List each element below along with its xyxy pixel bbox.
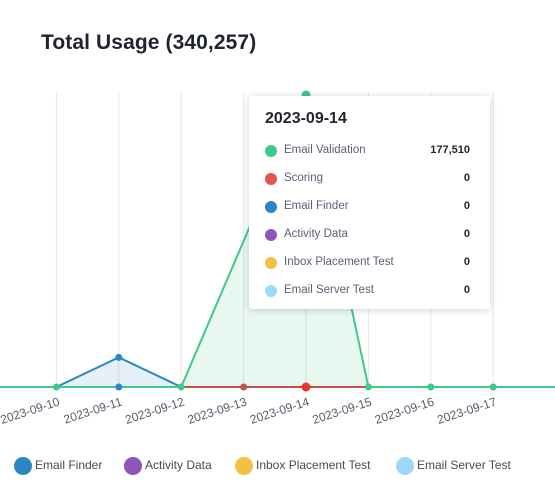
- legend-label: Email Server Test: [417, 458, 511, 472]
- legend-color-dot: [396, 457, 414, 475]
- legend-label: Inbox Placement Test: [256, 458, 371, 472]
- tooltip: 2023-09-14 Email Validation 177,510 Scorin…: [249, 96, 490, 309]
- tooltip-row-value: 0: [463, 172, 470, 184]
- series-color-dot: [265, 173, 277, 185]
- x-tick-label: 2023-09-14: [248, 394, 311, 426]
- legend-color-dot: [14, 457, 32, 475]
- tooltip-row-value: 0: [463, 228, 470, 240]
- series-areas: [0, 95, 494, 387]
- data-point: [489, 383, 497, 391]
- email-validation-area: [0, 95, 494, 387]
- series-color-dot: [265, 257, 277, 269]
- tooltip-row: Activity Data 0: [265, 227, 474, 243]
- email-finder-point: [115, 353, 123, 361]
- tooltip-row-label: Email Finder: [284, 200, 349, 212]
- tooltip-row: Scoring 0: [265, 171, 474, 187]
- tooltip-row: Email Server Test 0: [265, 283, 474, 299]
- data-point: [52, 383, 60, 391]
- tooltip-row-label: Activity Data: [284, 228, 348, 240]
- tooltip-row-value: 0: [463, 200, 470, 212]
- data-point: [177, 383, 185, 391]
- series-color-dot: [265, 201, 277, 213]
- tooltip-row: Inbox Placement Test 0: [265, 255, 474, 271]
- tooltip-row-label: Inbox Placement Test: [284, 256, 394, 268]
- tooltip-row: Email Validation 177,510: [265, 143, 474, 159]
- tooltip-row-value: 0: [463, 256, 470, 268]
- x-tick-label: 2023-09-10: [0, 394, 62, 426]
- x-tick-label: 2023-09-16: [373, 394, 436, 426]
- x-tick-label: 2023-09-15: [311, 394, 374, 426]
- data-point: [427, 383, 435, 391]
- series-color-dot: [265, 145, 277, 157]
- data-point: [301, 382, 311, 392]
- chart-title: Total Usage (340,257): [41, 31, 257, 54]
- x-tick-label: 2023-09-11: [62, 394, 124, 426]
- legend-color-dot: [235, 457, 253, 475]
- series-points: [52, 90, 497, 392]
- x-tick-label: 2023-09-12: [123, 394, 186, 426]
- tooltip-date: 2023-09-14: [265, 110, 347, 127]
- tooltip-row-label: Email Server Test: [284, 284, 374, 296]
- tooltip-row-value: 0: [463, 284, 470, 296]
- tooltip-row-label: Scoring: [284, 172, 323, 184]
- x-tick-label: 2023-09-17: [435, 394, 498, 426]
- tooltip-row-value: 177,510: [430, 144, 470, 156]
- data-point: [240, 383, 248, 391]
- series-color-dot: [265, 285, 277, 297]
- data-point: [115, 383, 123, 391]
- series-color-dot: [265, 229, 277, 241]
- x-tick-labels: 2023-09-092023-09-102023-09-112023-09-12…: [0, 394, 498, 426]
- legend-label: Activity Data: [145, 458, 212, 472]
- email-finder-area: [0, 357, 494, 387]
- legend-label: Email Finder: [35, 458, 103, 472]
- tooltip-row: Email Finder 0: [265, 199, 474, 215]
- tooltip-row-label: Email Validation: [284, 144, 366, 156]
- legend-color-dot: [124, 457, 142, 475]
- data-point: [364, 383, 372, 391]
- x-tick-label: 2023-09-13: [186, 394, 249, 426]
